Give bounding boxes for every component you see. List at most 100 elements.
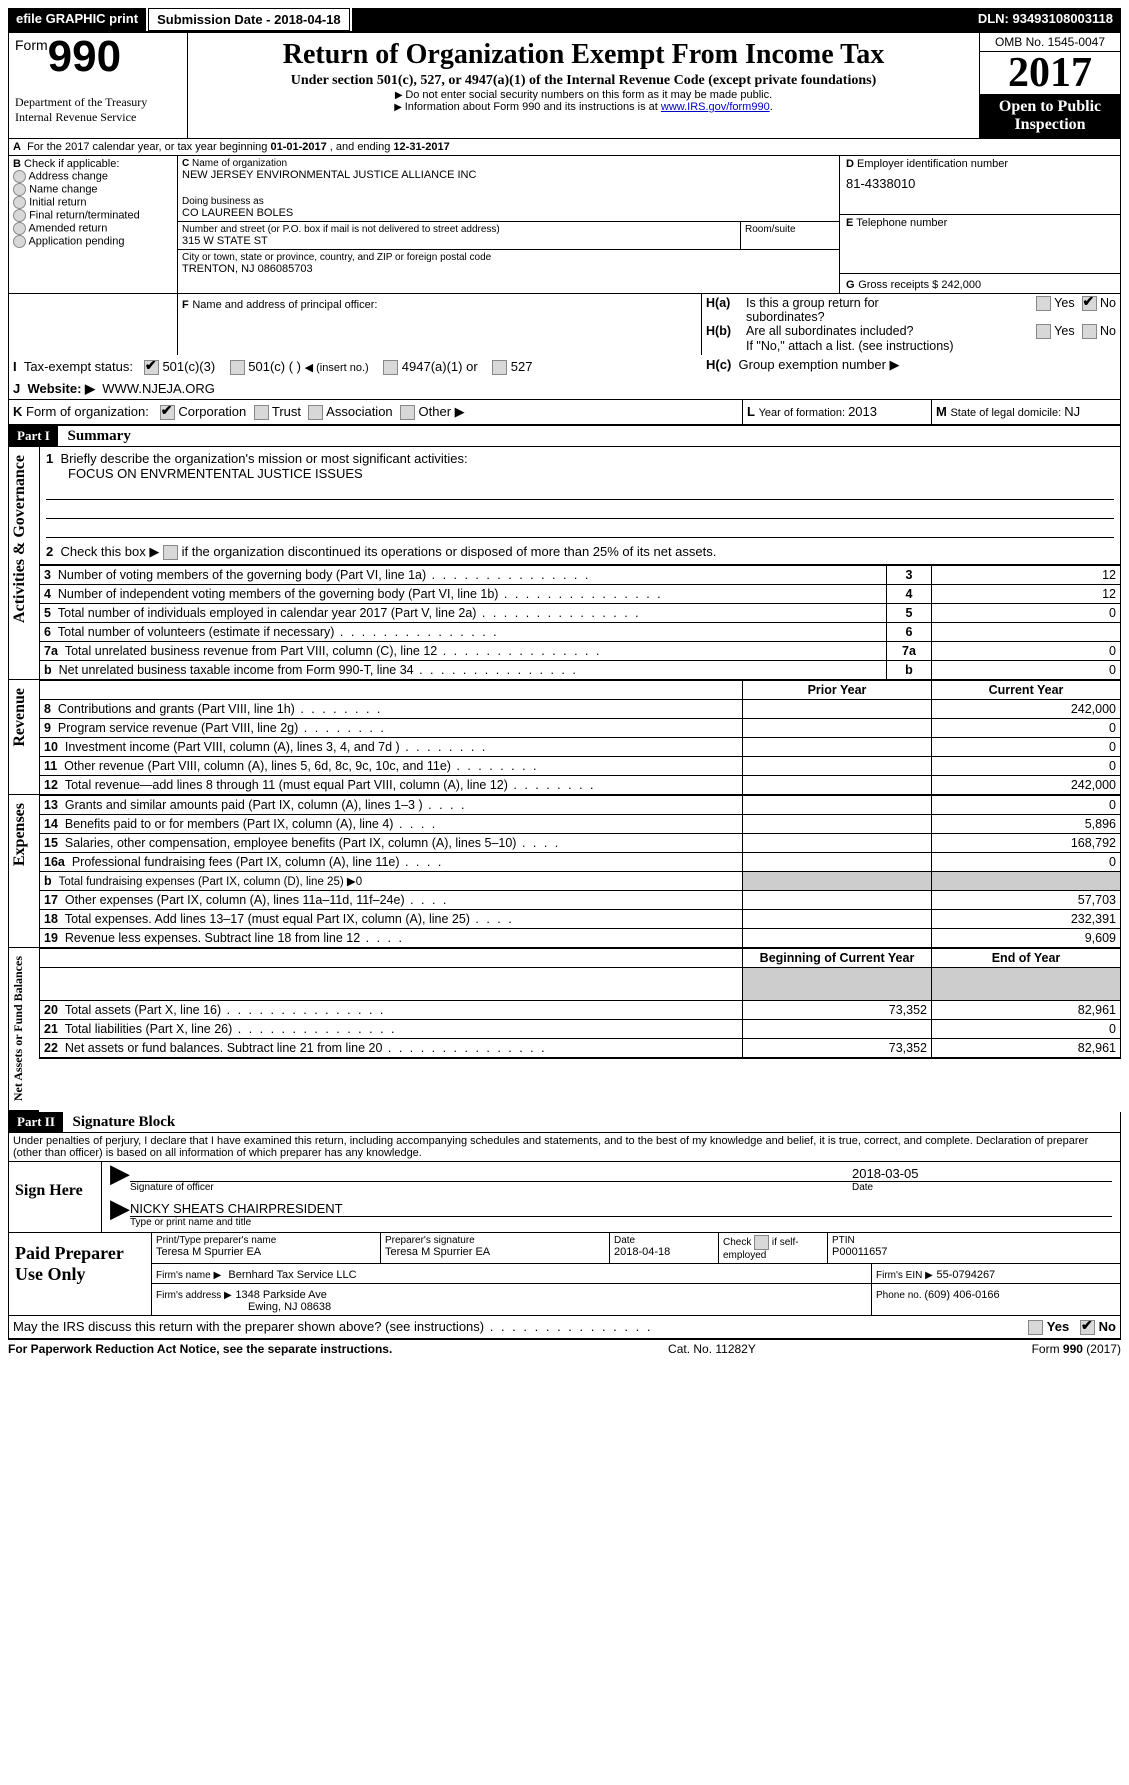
side-expenses: Expenses — [9, 795, 31, 874]
paid-preparer-block: Paid Preparer Use Only Print/Type prepar… — [8, 1233, 1121, 1316]
org-name: NEW JERSEY ENVIRONMENTAL JUSTICE ALLIANC… — [182, 169, 835, 181]
submission-value: 2018-04-18 — [274, 12, 341, 27]
firm-addr2: Ewing, NJ 08638 — [156, 1301, 867, 1313]
dln-value: 93493108003118 — [1012, 11, 1113, 26]
dept-irs: Internal Revenue Service — [15, 110, 181, 125]
part1-header: Part I Summary — [8, 426, 1121, 447]
paid-preparer-label: Paid Preparer Use Only — [9, 1233, 152, 1315]
tax-year: 2017 — [980, 52, 1120, 94]
table-row: 17 Other expenses (Part IX, column (A), … — [40, 891, 1121, 910]
state-domicile: NJ — [1064, 404, 1080, 419]
hb-yes[interactable] — [1036, 324, 1051, 339]
chk-app-pending[interactable] — [13, 235, 26, 248]
sign-here-block: Sign Here ▶ 2018-03-05 Signature of offi… — [8, 1162, 1121, 1233]
section-fh: F Name and address of principal officer:… — [8, 294, 1121, 355]
chk-self-employed[interactable] — [754, 1235, 769, 1250]
form-title: Return of Organization Exempt From Incom… — [194, 39, 973, 71]
ptin: P00011657 — [832, 1246, 1116, 1258]
table-row: 18 Total expenses. Add lines 13–17 (must… — [40, 910, 1121, 929]
part1-body: Activities & Governance 1 Briefly descri… — [8, 447, 1121, 680]
table-row: b Total fundraising expenses (Part IX, c… — [40, 872, 1121, 891]
chk-4947[interactable] — [383, 360, 398, 375]
dept-treasury: Department of the Treasury — [15, 95, 181, 110]
chk-discontinued[interactable] — [163, 545, 178, 560]
efile-btn[interactable]: efile GRAPHIC print — [8, 8, 146, 31]
part1-netassets: Net Assets or Fund Balances Beginning of… — [8, 948, 1121, 1111]
table-expenses: 13 Grants and similar amounts paid (Part… — [39, 795, 1121, 948]
chk-other[interactable] — [400, 405, 415, 420]
gross-receipts: 242,000 — [941, 279, 981, 291]
preparer-sig: Teresa M Spurrier EA — [385, 1246, 605, 1258]
table-row: 15 Salaries, other compensation, employe… — [40, 834, 1121, 853]
signature-arrow-icon: ▶ — [110, 1166, 130, 1193]
dln-label: DLN: — [978, 11, 1013, 26]
form-ref: Form 990 (2017) — [1032, 1342, 1121, 1356]
chk-assoc[interactable] — [308, 405, 323, 420]
table-row: 19 Revenue less expenses. Subtract line … — [40, 929, 1121, 948]
table-row: 12 Total revenue—add lines 8 through 11 … — [40, 776, 1121, 795]
chk-corp[interactable] — [160, 405, 175, 420]
page-footer: For Paperwork Reduction Act Notice, see … — [8, 1342, 1121, 1356]
table-row: 6 Total number of volunteers (estimate i… — [40, 623, 1121, 642]
ha-no[interactable] — [1082, 296, 1097, 311]
dba: CO LAUREEN BOLES — [182, 207, 835, 219]
chk-initial-return[interactable] — [13, 196, 26, 209]
firm-ein: 55-0794267 — [936, 1269, 995, 1281]
form-number: Form990 — [15, 37, 181, 77]
table-revenue: Prior Year Current Year 8 Contributions … — [39, 680, 1121, 795]
open-inspection: Open to PublicInspection — [980, 94, 1120, 138]
table-row: 14 Benefits paid to or for members (Part… — [40, 815, 1121, 834]
note-instructions: Information about Form 990 and its instr… — [194, 101, 973, 113]
section-deg: D Employer identification number 81-4338… — [840, 156, 1120, 293]
table-netassets: Beginning of Current Year End of Year 20… — [39, 948, 1121, 1059]
group-exemption: Group exemption number ▶ — [739, 357, 900, 372]
street: 315 W STATE ST — [182, 235, 736, 247]
submission-date: Submission Date - 2018-04-18 — [148, 8, 350, 31]
chk-amended[interactable] — [13, 222, 26, 235]
ha-yes[interactable] — [1036, 296, 1051, 311]
sign-here-label: Sign Here — [9, 1162, 102, 1232]
chk-501c3[interactable] — [144, 360, 159, 375]
chk-name-change[interactable] — [13, 183, 26, 196]
section-bcdeg: B Check if applicable: Address change Na… — [8, 156, 1121, 294]
line-a: A For the 2017 calendar year, or tax yea… — [8, 139, 1121, 156]
side-netassets: Net Assets or Fund Balances — [9, 948, 28, 1109]
irs-link[interactable]: www.IRS.gov/form990 — [661, 101, 770, 113]
chk-527[interactable] — [492, 360, 507, 375]
preparer-date: 2018-04-18 — [614, 1246, 714, 1258]
part1-revenue: Revenue Prior Year Current Year 8 Contri… — [8, 680, 1121, 795]
discuss-yes[interactable] — [1028, 1320, 1043, 1335]
discuss-no[interactable] — [1080, 1320, 1095, 1335]
chk-address-change[interactable] — [13, 170, 26, 183]
line-i: I Tax-exempt status: 501(c)(3) 501(c) ( … — [8, 355, 1121, 379]
mission: FOCUS ON ENVRMENTENTAL JUSTICE ISSUES — [46, 466, 1114, 481]
officer-name: NICKY SHEATS CHAIRPRESIDENT — [130, 1201, 1112, 1217]
table-row: 5 Total number of individuals employed i… — [40, 604, 1121, 623]
hb-no[interactable] — [1082, 324, 1097, 339]
table-row: 13 Grants and similar amounts paid (Part… — [40, 796, 1121, 815]
side-revenue: Revenue — [9, 680, 31, 755]
perjury-text: Under penalties of perjury, I declare th… — [8, 1133, 1121, 1162]
side-activities: Activities & Governance — [9, 447, 31, 631]
firm-name: Bernhard Tax Service LLC — [228, 1269, 356, 1281]
firm-phone: (609) 406-0166 — [924, 1289, 999, 1301]
discuss-row: May the IRS discuss this return with the… — [8, 1316, 1121, 1340]
table-row: b Net unrelated business taxable income … — [40, 661, 1121, 680]
name-arrow-icon: ▶ — [110, 1201, 130, 1228]
preparer-name: Teresa M Spurrier EA — [156, 1246, 376, 1258]
table-row: 22 Net assets or fund balances. Subtract… — [40, 1039, 1121, 1059]
year-formation: 2013 — [848, 404, 877, 419]
table-row: 10 Investment income (Part VIII, column … — [40, 738, 1121, 757]
table-row: 3 Number of voting members of the govern… — [40, 566, 1121, 585]
chk-trust[interactable] — [254, 405, 269, 420]
website: WWW.NJEJA.ORG — [102, 381, 215, 396]
submission-label: Submission Date - — [157, 12, 274, 27]
table-row: 16a Professional fundraising fees (Part … — [40, 853, 1121, 872]
firm-addr1: 1348 Parkside Ave — [235, 1289, 327, 1301]
table-row: 4 Number of independent voting members o… — [40, 585, 1121, 604]
table-row: 11 Other revenue (Part VIII, column (A),… — [40, 757, 1121, 776]
chk-final-return[interactable] — [13, 209, 26, 222]
note-ssn: Do not enter social security numbers on … — [194, 89, 973, 101]
part1-expenses: Expenses 13 Grants and similar amounts p… — [8, 795, 1121, 948]
chk-501c[interactable] — [230, 360, 245, 375]
